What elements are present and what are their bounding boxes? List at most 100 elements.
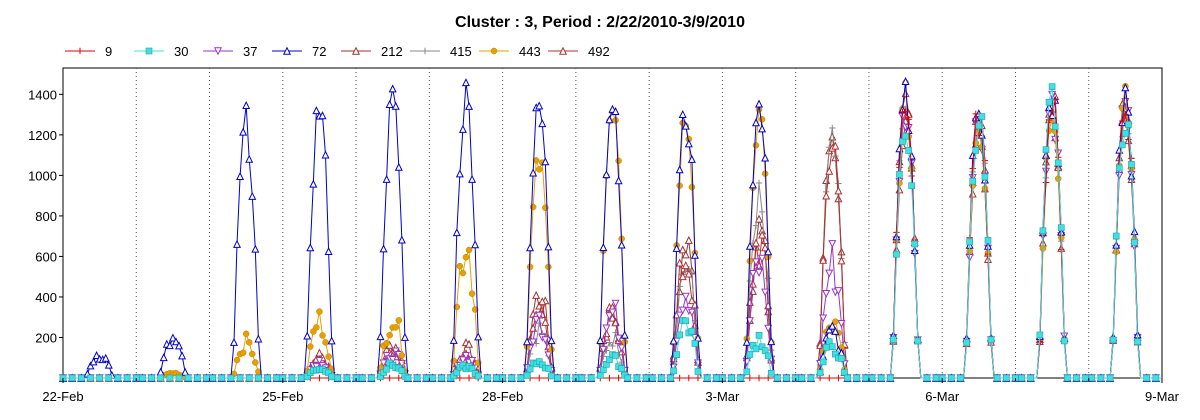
- series-72-marker: [400, 332, 409, 341]
- series-37-marker: [822, 290, 831, 299]
- series-492-marker: [834, 186, 843, 195]
- series-30-marker: [887, 374, 894, 382]
- legend: 9 30 37 72 212 415 443 492: [65, 44, 610, 59]
- series-212-marker: [684, 235, 693, 244]
- series-37-marker: [819, 314, 828, 323]
- series-30-marker: [764, 352, 772, 360]
- series-9-marker: [685, 374, 693, 382]
- series-492-marker: [758, 230, 767, 239]
- series-72-marker: [449, 335, 458, 344]
- series-492-marker: [315, 348, 324, 357]
- series-30-marker: [658, 374, 665, 382]
- series-30-marker: [563, 374, 571, 382]
- series-492-marker: [678, 272, 687, 281]
- series-443-marker: [462, 253, 470, 261]
- series-30-marker: [1073, 374, 1080, 382]
- legend-item-37: 37: [203, 44, 257, 59]
- series-30-marker: [1152, 374, 1160, 382]
- series-443-marker: [398, 352, 406, 359]
- series-9-marker: [676, 374, 683, 382]
- series-37-marker: [614, 334, 623, 343]
- series-30-marker: [288, 374, 296, 382]
- series-30-marker: [612, 352, 619, 359]
- series-30-marker: [1131, 239, 1138, 246]
- series-9-marker: [969, 165, 976, 172]
- series-72-marker: [901, 76, 910, 86]
- series-72-marker: [602, 170, 611, 179]
- series-443-marker: [532, 157, 540, 164]
- series-212-marker: [608, 313, 617, 322]
- series-30: [59, 83, 1162, 382]
- series-443-marker: [526, 263, 534, 271]
- series-30-marker: [398, 367, 406, 375]
- series-30-marker: [1018, 374, 1025, 382]
- series-9-marker: [694, 374, 702, 382]
- series-30-marker: [596, 372, 604, 379]
- series-9-marker: [972, 110, 979, 118]
- series-72-marker: [529, 168, 538, 177]
- series-37-marker: [764, 324, 773, 333]
- series-415-marker: [755, 179, 763, 187]
- series-72-marker: [599, 243, 608, 252]
- series-37-marker: [828, 240, 837, 249]
- series-492-marker: [602, 329, 611, 338]
- series-37-marker: [755, 268, 764, 277]
- series-9-marker: [1042, 179, 1050, 186]
- series-443-marker: [752, 142, 760, 149]
- series-415-marker: [829, 124, 836, 132]
- series-443-marker: [316, 308, 323, 315]
- series-30-marker: [807, 374, 815, 382]
- series-30-marker: [1112, 232, 1120, 240]
- series-443-marker: [239, 349, 247, 357]
- legend-item-30: 30: [134, 44, 188, 59]
- series-72-marker: [455, 169, 464, 178]
- series-30-marker: [728, 374, 735, 382]
- series-30-marker: [1128, 161, 1135, 168]
- series-212-marker: [755, 214, 764, 223]
- series-492-marker: [825, 166, 834, 175]
- series-72-marker: [968, 150, 977, 159]
- series-415-marker: [752, 222, 760, 229]
- series-72-marker: [92, 350, 101, 360]
- series-72-marker: [761, 153, 770, 162]
- series-9-marker: [981, 157, 989, 164]
- series-72-marker: [526, 243, 535, 252]
- series-30-marker: [670, 367, 677, 375]
- series-30-marker: [914, 337, 922, 345]
- series-492-marker: [748, 279, 757, 288]
- series-37-marker: [687, 308, 696, 317]
- series-72-marker: [596, 335, 605, 344]
- series-30-marker: [618, 365, 625, 373]
- series-30-marker: [1051, 123, 1059, 130]
- legend-37-marker: [213, 47, 223, 56]
- legend-label: 30: [174, 44, 188, 59]
- series-492-marker: [819, 255, 828, 264]
- series-30-marker: [1064, 374, 1071, 382]
- series-443-marker: [252, 359, 259, 366]
- series-30-marker: [902, 132, 909, 140]
- series-443-marker: [758, 116, 766, 123]
- series-30-marker: [890, 336, 897, 343]
- series-30-marker: [343, 374, 351, 382]
- series-30-marker: [255, 374, 262, 382]
- series-30-marker: [1054, 159, 1062, 167]
- series-30-marker: [868, 374, 876, 382]
- series-30-marker: [908, 182, 915, 190]
- series-72-marker: [379, 244, 388, 253]
- series-72-marker: [675, 165, 684, 174]
- series-37-marker: [532, 316, 541, 325]
- series-9-marker: [893, 229, 900, 236]
- series-37-marker: [529, 338, 538, 347]
- series-30-marker: [987, 336, 995, 344]
- series-30-marker: [203, 374, 210, 382]
- series-9-marker: [746, 374, 754, 382]
- series-443-marker: [832, 318, 839, 325]
- series-30-marker: [600, 366, 607, 374]
- series-443-marker: [615, 157, 622, 165]
- series-37-marker: [681, 292, 690, 301]
- series-492-marker: [751, 238, 760, 247]
- series-72-marker: [245, 154, 254, 163]
- legend-label: 72: [312, 44, 326, 59]
- series-30-marker: [694, 368, 702, 375]
- series-30-marker: [484, 374, 491, 382]
